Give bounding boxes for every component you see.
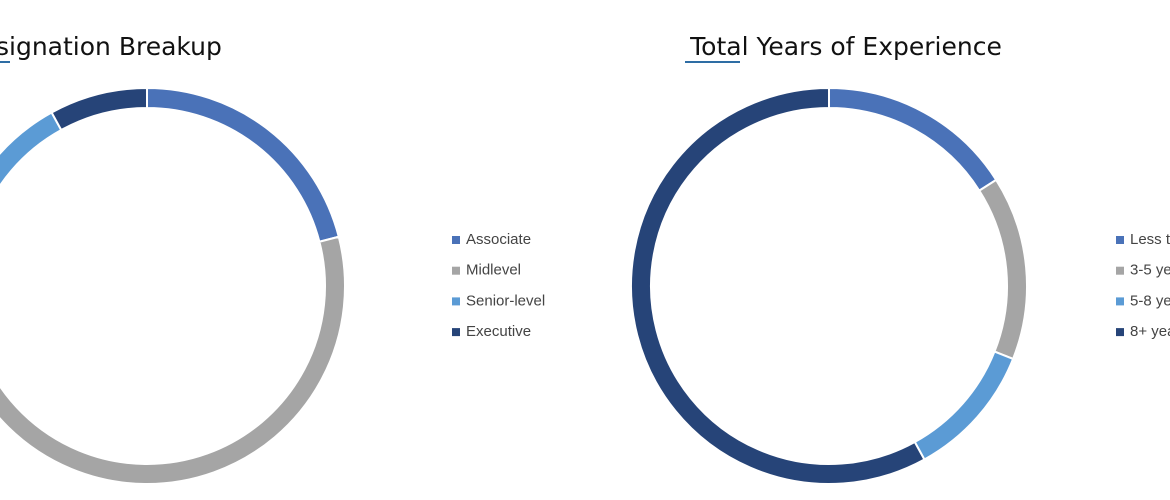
donut-segment	[630, 86, 926, 485]
legend-label: Less t	[1130, 231, 1170, 248]
legend-label: Executive	[466, 323, 531, 340]
legend-swatch	[1116, 297, 1124, 306]
chart-title: Total Years of Experience	[689, 32, 1002, 61]
legend-label: 5-8 ye	[1130, 292, 1170, 309]
donut-segment	[977, 178, 1028, 361]
legend-label: Midlevel	[466, 262, 521, 279]
donut-segment	[828, 86, 998, 193]
legend-swatch	[452, 297, 460, 306]
legend-swatch	[1116, 328, 1124, 337]
donut-segment	[0, 235, 346, 485]
legend-swatch	[1116, 266, 1124, 275]
legend-swatch	[1116, 236, 1124, 244]
donut-segment	[0, 111, 63, 188]
donut-segment	[146, 86, 340, 243]
legend-label: 3-5 ye	[1130, 262, 1170, 279]
legend-label: 8+ yea	[1130, 323, 1170, 340]
legend-label: Senior-level	[466, 292, 545, 309]
donut-segment	[913, 350, 1015, 461]
legend-swatch	[452, 236, 460, 244]
legend-swatch	[452, 266, 460, 275]
chart-title: signation Breakup	[0, 32, 222, 61]
legend-label: Associate	[466, 231, 531, 248]
donut-segment	[50, 86, 148, 132]
legend-swatch	[452, 328, 460, 337]
